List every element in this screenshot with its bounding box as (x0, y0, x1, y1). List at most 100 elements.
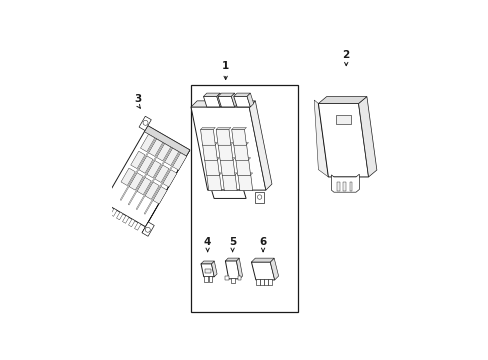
Circle shape (142, 120, 148, 125)
Polygon shape (136, 148, 172, 210)
Polygon shape (144, 182, 159, 199)
Polygon shape (225, 276, 228, 280)
Polygon shape (237, 276, 241, 280)
Polygon shape (204, 160, 219, 176)
Polygon shape (128, 143, 164, 205)
Circle shape (145, 227, 150, 232)
Polygon shape (142, 150, 189, 233)
Polygon shape (218, 143, 232, 145)
Polygon shape (246, 93, 253, 107)
Polygon shape (103, 126, 189, 227)
Polygon shape (201, 264, 214, 277)
Polygon shape (222, 173, 237, 175)
Polygon shape (140, 134, 155, 152)
Text: 1: 1 (222, 61, 229, 71)
Bar (204, 276, 207, 282)
Bar (254, 192, 264, 203)
Bar (208, 276, 212, 282)
Polygon shape (251, 258, 274, 262)
Bar (343, 183, 346, 191)
Polygon shape (233, 96, 250, 107)
Polygon shape (218, 93, 234, 96)
Polygon shape (203, 96, 220, 107)
Polygon shape (206, 175, 221, 191)
Polygon shape (191, 107, 265, 190)
Polygon shape (251, 262, 274, 280)
Polygon shape (222, 175, 237, 191)
Bar (335, 115, 350, 124)
Bar (255, 279, 259, 285)
Polygon shape (172, 153, 186, 170)
Bar (349, 183, 351, 191)
Polygon shape (116, 212, 123, 220)
Polygon shape (130, 151, 145, 168)
Polygon shape (318, 96, 366, 103)
Polygon shape (144, 126, 189, 156)
Polygon shape (216, 93, 223, 107)
Polygon shape (156, 144, 170, 161)
Polygon shape (249, 101, 271, 190)
Polygon shape (164, 148, 179, 166)
Polygon shape (225, 258, 239, 261)
Polygon shape (225, 261, 239, 279)
Text: 4: 4 (203, 237, 211, 247)
Polygon shape (200, 130, 215, 145)
Polygon shape (104, 205, 111, 213)
Bar (205, 269, 210, 273)
Polygon shape (216, 130, 230, 145)
Polygon shape (211, 261, 217, 277)
Polygon shape (120, 138, 156, 201)
Polygon shape (202, 145, 217, 160)
Polygon shape (163, 170, 177, 187)
Polygon shape (128, 219, 135, 227)
Polygon shape (139, 156, 153, 173)
Polygon shape (201, 261, 214, 264)
Polygon shape (148, 139, 163, 156)
Polygon shape (110, 208, 117, 216)
Polygon shape (238, 173, 252, 175)
Bar (191, 85, 297, 312)
Polygon shape (233, 143, 248, 145)
Polygon shape (144, 152, 180, 214)
Polygon shape (314, 100, 328, 177)
Polygon shape (220, 158, 235, 160)
Polygon shape (137, 177, 151, 195)
Polygon shape (233, 145, 248, 160)
Polygon shape (139, 116, 151, 131)
Polygon shape (231, 130, 246, 145)
Polygon shape (231, 127, 246, 130)
Polygon shape (220, 160, 235, 176)
Polygon shape (200, 127, 215, 130)
Polygon shape (238, 175, 252, 191)
Polygon shape (154, 165, 169, 183)
Polygon shape (142, 222, 154, 236)
Polygon shape (216, 127, 230, 130)
Polygon shape (121, 168, 135, 185)
Polygon shape (153, 186, 167, 204)
Text: 3: 3 (135, 94, 142, 104)
Bar (268, 279, 272, 285)
Polygon shape (191, 101, 255, 107)
Polygon shape (235, 160, 250, 176)
Polygon shape (231, 93, 238, 107)
Polygon shape (236, 258, 242, 279)
Polygon shape (206, 173, 221, 175)
Bar (260, 279, 264, 285)
Bar (337, 183, 339, 191)
Text: 6: 6 (259, 237, 266, 247)
Polygon shape (358, 96, 376, 177)
Polygon shape (204, 158, 219, 160)
Polygon shape (202, 143, 217, 145)
Bar (264, 279, 267, 285)
Polygon shape (235, 158, 250, 160)
Circle shape (257, 195, 261, 199)
Polygon shape (270, 258, 278, 280)
Polygon shape (318, 103, 368, 177)
Polygon shape (146, 161, 161, 178)
Polygon shape (218, 145, 232, 160)
Polygon shape (129, 173, 143, 190)
Polygon shape (134, 222, 141, 230)
Polygon shape (331, 174, 359, 192)
Polygon shape (218, 96, 234, 107)
Text: 2: 2 (342, 50, 349, 60)
